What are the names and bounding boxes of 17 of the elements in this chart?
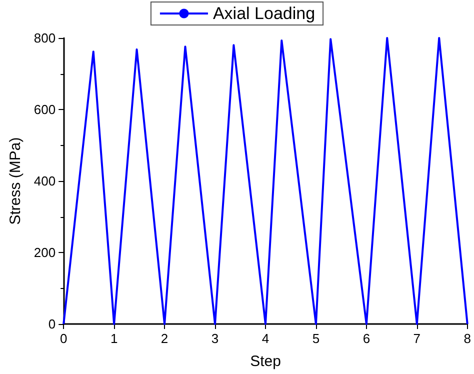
y-tick-label: 0 (48, 316, 56, 332)
y-tick-label: 400 (34, 174, 56, 188)
x-tick-label: 3 (211, 331, 219, 346)
legend-label: Axial Loading (212, 4, 316, 23)
x-tick-label: 2 (160, 331, 168, 346)
y-tick-label: 800 (34, 30, 56, 46)
x-tick-label: 0 (60, 331, 68, 346)
x-tick-label: 7 (413, 331, 421, 346)
x-tick-label: 8 (464, 331, 471, 346)
y-tick-label: 200 (34, 245, 56, 260)
x-tick-label: 4 (262, 331, 270, 346)
x-axis-title: Step (250, 353, 281, 370)
y-axis-title: Stress (MPa) (7, 137, 24, 225)
x-tick-label: 1 (110, 331, 118, 346)
x-tick-label: 6 (362, 331, 370, 346)
y-tick-label: 600 (34, 102, 56, 117)
x-tick-label: 5 (312, 331, 320, 346)
